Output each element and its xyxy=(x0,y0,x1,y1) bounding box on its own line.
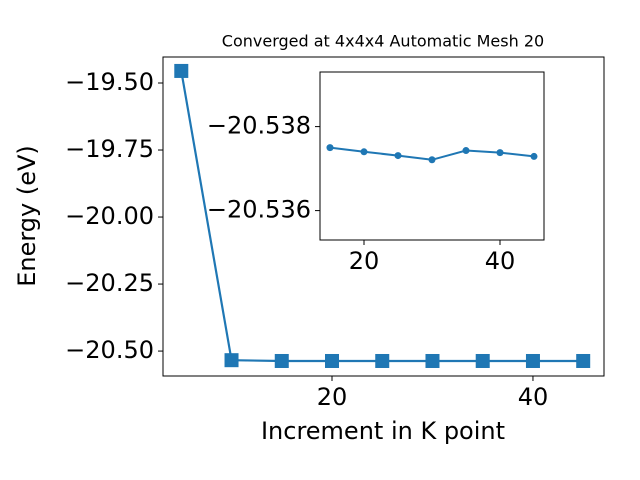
x-tick-label: 20 xyxy=(317,383,348,411)
y-tick-label: −20.25 xyxy=(65,269,154,297)
x-tick-label: 20 xyxy=(349,247,380,275)
marker xyxy=(375,353,390,368)
y-tick-label: −20.00 xyxy=(65,202,154,230)
marker xyxy=(326,144,334,152)
y-axis-label: Energy (eV) xyxy=(13,145,41,287)
x-tick-label: 40 xyxy=(485,247,516,275)
marker xyxy=(475,353,490,368)
chart-title: Converged at 4x4x4 Automatic Mesh 20 xyxy=(222,32,544,51)
marker xyxy=(496,149,504,157)
marker xyxy=(425,353,440,368)
y-tick-label: −20.50 xyxy=(65,336,154,364)
marker xyxy=(394,152,402,160)
marker xyxy=(224,353,239,368)
x-tick-label: 40 xyxy=(518,383,549,411)
x-axis-label: Increment in K point xyxy=(261,417,505,445)
marker xyxy=(525,353,540,368)
marker xyxy=(530,152,538,160)
marker xyxy=(325,353,340,368)
marker xyxy=(174,63,189,78)
plot-area xyxy=(319,71,545,241)
y-tick-label: −19.50 xyxy=(65,68,154,96)
marker xyxy=(462,147,470,155)
y-tick-label: −20.538 xyxy=(207,112,311,140)
marker xyxy=(360,148,368,156)
y-tick-label: −19.75 xyxy=(65,135,154,163)
marker xyxy=(576,353,591,368)
y-tick-label: −20.536 xyxy=(207,196,311,224)
marker xyxy=(274,353,289,368)
marker xyxy=(428,156,436,164)
